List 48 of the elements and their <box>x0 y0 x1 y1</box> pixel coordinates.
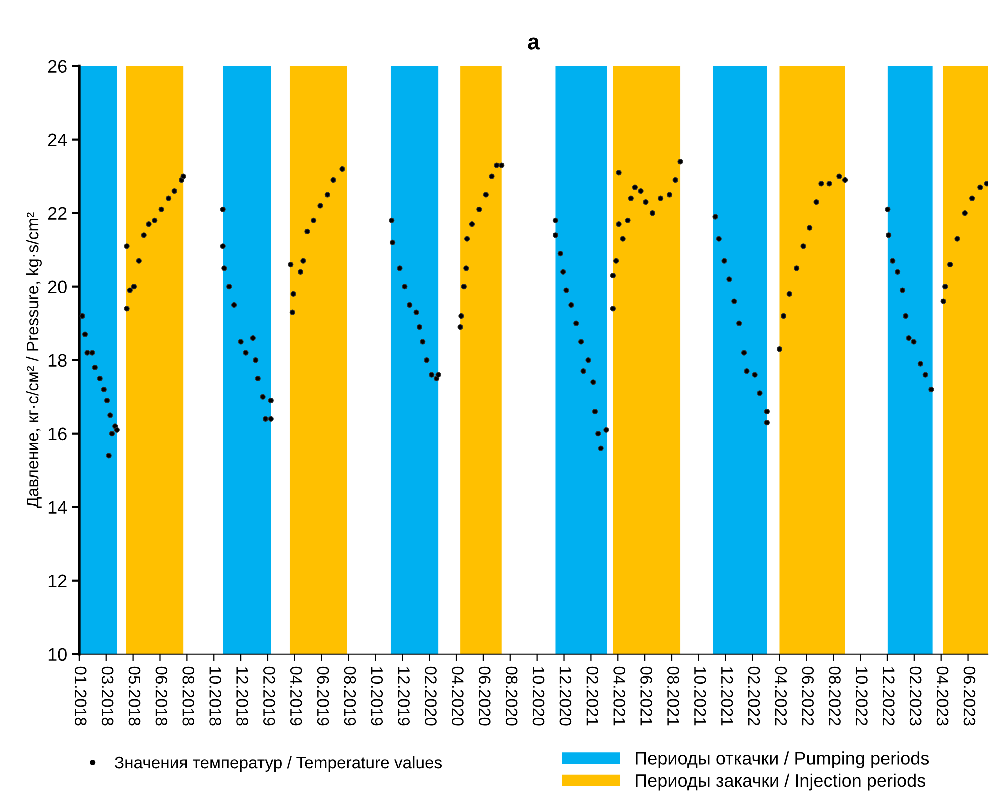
x-tick-label: 02.2019 <box>264 666 276 726</box>
x-tick-label: 03.2018 <box>102 666 114 726</box>
x-tick-label: 01.2018 <box>74 666 87 726</box>
x-tick-label: 06.2021 <box>640 666 652 726</box>
x-tick-label: 12.2019 <box>398 667 410 726</box>
x-tick-label: 10.2020 <box>532 667 545 726</box>
y-tick-label: 10 <box>48 648 67 662</box>
x-tick-label: 10.2022 <box>856 667 868 726</box>
y-tick-label: 26 <box>48 60 67 74</box>
x-tick-label: 02.2023 <box>910 666 922 726</box>
x-tick-label: 10.2018 <box>210 667 222 726</box>
y-tick-label: 24 <box>48 134 68 146</box>
x-tick-label: 05.2018 <box>128 666 141 726</box>
x-tick-label: 06.2018 <box>156 666 168 726</box>
legend-label: Значения температур / Temperature values <box>115 756 442 772</box>
y-tick-label: 20 <box>48 280 67 294</box>
x-tick-label: 12.2022 <box>883 667 895 726</box>
y-tick-label: 16 <box>48 428 67 441</box>
y-tick-label: 12 <box>48 574 67 588</box>
x-tick-label: 10.2021 <box>694 667 706 726</box>
x-tick-label: 04.2020 <box>452 666 464 726</box>
x-tick-label: 12.2021 <box>721 667 734 726</box>
x-tick-label: 04.2021 <box>614 666 626 726</box>
y-tick-label: 18 <box>48 354 67 368</box>
x-tick-label: 08.2018 <box>182 666 195 726</box>
x-tick-label: 06.2022 <box>802 666 814 726</box>
x-tick-label: 08.2021 <box>668 666 680 726</box>
x-tick-label: 10.2019 <box>371 667 384 726</box>
x-tick-label: 12.2018 <box>236 667 248 726</box>
x-tick-label: 02.2022 <box>748 666 760 726</box>
x-tick-label: 04.2023 <box>936 666 949 726</box>
x-tick-label: 04.2022 <box>775 666 788 726</box>
x-tick-label: 06.2020 <box>478 666 491 726</box>
chart-title: a <box>528 38 540 50</box>
x-tick-label: 06.2019 <box>317 666 330 726</box>
y-axis-title: Давление, кг·с/см² / Pressure, kg·s/cm² <box>26 212 42 508</box>
x-tick-label: 08.2022 <box>829 666 841 726</box>
x-tick-label: 02.2021 <box>586 666 599 726</box>
x-tick-label: 08.2019 <box>344 666 356 726</box>
x-tick-label: 02.2020 <box>425 666 437 726</box>
y-tick-label: 22 <box>48 207 67 220</box>
x-tick-label: 08.2020 <box>506 666 518 726</box>
x-tick-label: 12.2020 <box>560 667 572 726</box>
x-tick-label: 06.2023 <box>964 666 976 726</box>
legend-label: Периоды закачки / Injection periods <box>636 774 926 791</box>
legend-label: Периоды откачки / Pumping periods <box>636 752 930 768</box>
x-tick-label: 04.2019 <box>290 666 302 726</box>
y-tick-label: 14 <box>48 501 68 514</box>
